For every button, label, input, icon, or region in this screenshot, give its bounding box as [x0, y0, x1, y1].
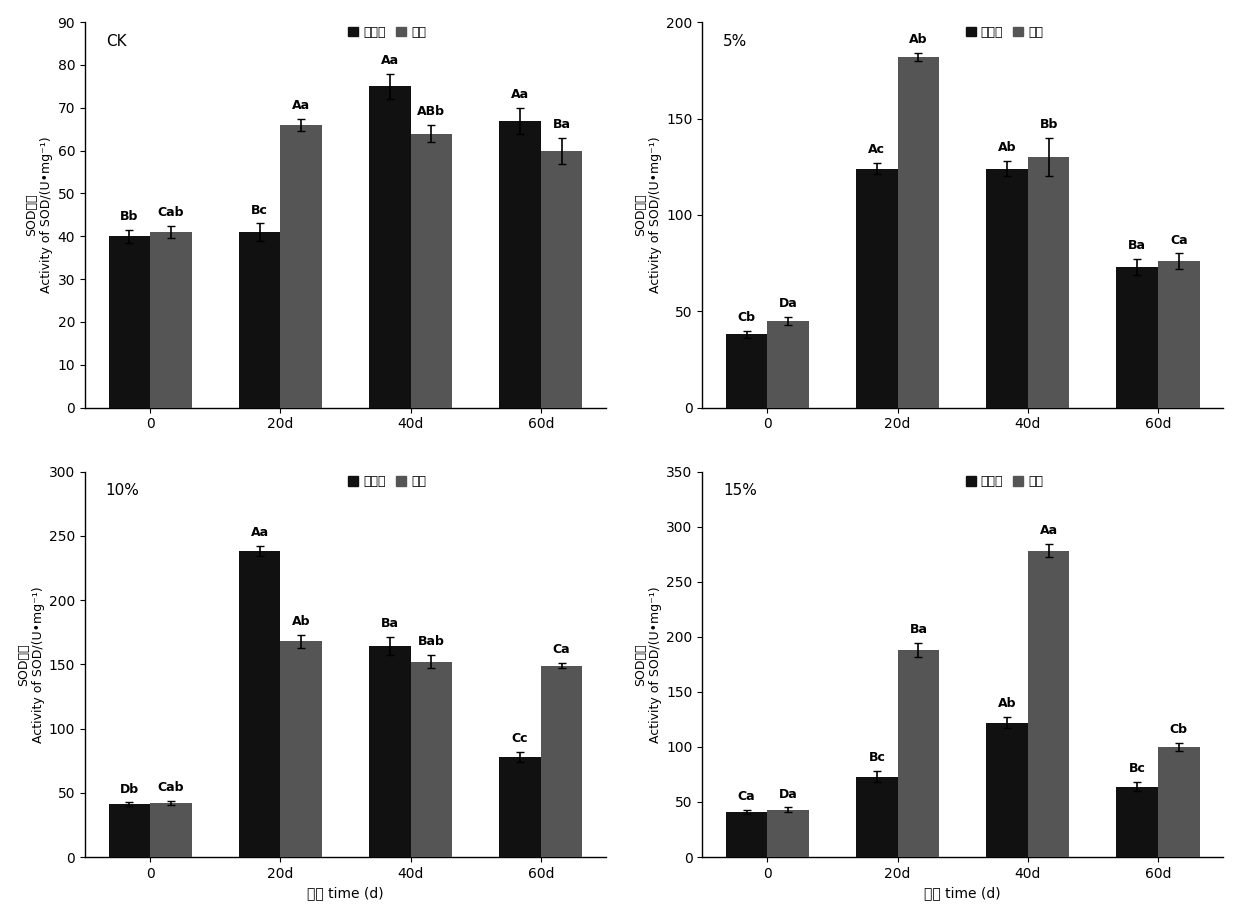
Text: Aa: Aa	[381, 53, 399, 67]
X-axis label: 时间 time (d): 时间 time (d)	[925, 887, 1001, 900]
Text: Aa: Aa	[250, 526, 269, 539]
Legend: 未接菌, 接菌: 未接菌, 接菌	[343, 470, 432, 493]
Text: Ab: Ab	[909, 33, 928, 46]
Bar	[768, 810, 810, 857]
Text: Ba: Ba	[909, 624, 928, 636]
Text: Bb: Bb	[120, 210, 139, 223]
Text: Ba: Ba	[1128, 239, 1146, 252]
Text: Bc: Bc	[252, 204, 268, 216]
Bar	[280, 641, 322, 857]
Bar	[500, 121, 541, 408]
Text: Ba: Ba	[381, 617, 399, 630]
Bar	[1158, 747, 1199, 857]
Bar	[370, 646, 410, 857]
Bar	[541, 150, 583, 408]
Text: Aa: Aa	[511, 88, 529, 101]
Bar	[280, 125, 322, 408]
Legend: 未接菌, 接菌: 未接菌, 接菌	[343, 21, 432, 44]
Bar	[986, 169, 1028, 408]
Bar	[856, 777, 898, 857]
Bar	[541, 666, 583, 857]
Text: Cab: Cab	[157, 205, 185, 218]
Bar	[150, 803, 192, 857]
Text: CK: CK	[105, 34, 126, 49]
X-axis label: 时间 time (d): 时间 time (d)	[308, 887, 384, 900]
Text: Bc: Bc	[868, 751, 885, 764]
Legend: 未接菌, 接菌: 未接菌, 接菌	[961, 21, 1048, 44]
Text: Cc: Cc	[512, 732, 528, 745]
Legend: 未接菌, 接菌: 未接菌, 接菌	[961, 470, 1048, 493]
Bar	[1028, 157, 1069, 408]
Bar	[410, 134, 453, 408]
Bar	[410, 662, 453, 857]
Text: Ab: Ab	[291, 614, 310, 628]
Bar	[150, 232, 192, 408]
Bar	[500, 757, 541, 857]
Text: ABb: ABb	[418, 105, 445, 118]
Bar	[768, 321, 810, 408]
Bar	[370, 86, 410, 408]
Y-axis label: SOD活性
Activity of SOD/(U•mg⁻¹): SOD活性 Activity of SOD/(U•mg⁻¹)	[634, 137, 662, 293]
Text: Ba: Ba	[553, 118, 570, 131]
Text: 5%: 5%	[723, 34, 748, 49]
Y-axis label: SOD活性
Activity of SOD/(U•mg⁻¹): SOD活性 Activity of SOD/(U•mg⁻¹)	[634, 586, 662, 743]
Text: Bb: Bb	[1039, 118, 1058, 131]
Bar	[109, 237, 150, 408]
Y-axis label: SOD活性
Activity of SOD/(U•mg⁻¹): SOD活性 Activity of SOD/(U•mg⁻¹)	[16, 586, 45, 743]
Text: Ca: Ca	[553, 643, 570, 656]
Text: Ab: Ab	[998, 697, 1017, 711]
Bar	[856, 169, 898, 408]
Bar	[898, 650, 940, 857]
Text: Bab: Bab	[418, 635, 445, 648]
Text: Da: Da	[779, 297, 797, 310]
Bar	[109, 804, 150, 857]
Text: Aa: Aa	[1039, 525, 1058, 537]
Bar	[725, 812, 768, 857]
Text: 10%: 10%	[105, 483, 140, 498]
Text: 15%: 15%	[723, 483, 756, 498]
Text: Da: Da	[779, 788, 797, 801]
Text: Db: Db	[120, 782, 139, 796]
Text: Cb: Cb	[1169, 723, 1188, 735]
Bar	[725, 335, 768, 408]
Text: Ca: Ca	[738, 790, 755, 803]
Text: Ab: Ab	[998, 141, 1017, 154]
Text: Cab: Cab	[157, 781, 185, 794]
Bar	[1116, 267, 1158, 408]
Bar	[898, 57, 940, 408]
Text: Aa: Aa	[293, 99, 310, 112]
Text: Bc: Bc	[1128, 762, 1146, 775]
Bar	[1158, 261, 1199, 408]
Text: Ca: Ca	[1171, 234, 1188, 247]
Bar	[239, 551, 280, 857]
Y-axis label: SOD活性
Activity of SOD/(U•mg⁻¹): SOD活性 Activity of SOD/(U•mg⁻¹)	[25, 137, 53, 293]
Bar	[1116, 787, 1158, 857]
Text: Ac: Ac	[868, 143, 885, 156]
Bar	[239, 232, 280, 408]
Bar	[986, 723, 1028, 857]
Text: Cb: Cb	[738, 311, 755, 324]
Bar	[1028, 551, 1069, 857]
